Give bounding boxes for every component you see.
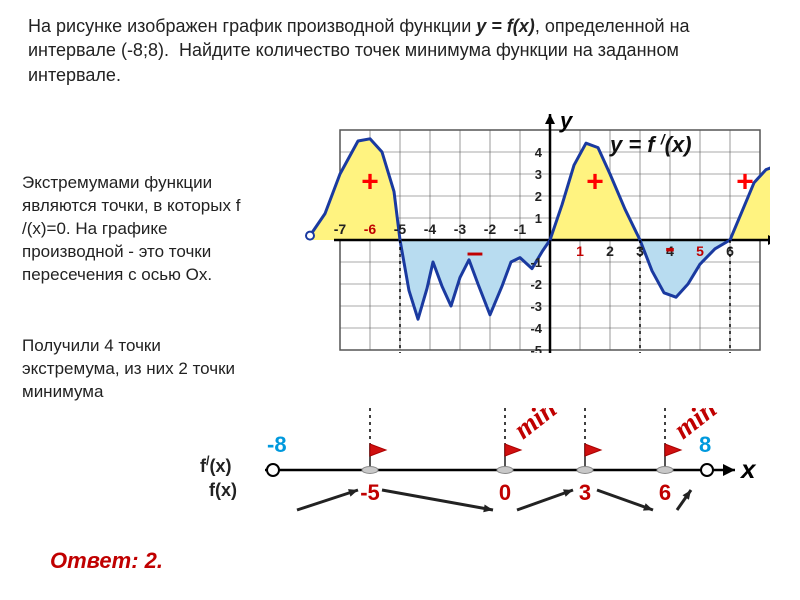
svg-text:-5: -5 xyxy=(394,221,407,237)
svg-text:5: 5 xyxy=(696,243,704,259)
svg-text:3: 3 xyxy=(535,167,542,182)
explanation-2: Получили 4 точки экстремума, из них 2 то… xyxy=(22,335,252,404)
svg-text:1: 1 xyxy=(576,243,584,259)
svg-text:x: x xyxy=(739,454,757,484)
svg-text:+: + xyxy=(736,166,754,199)
svg-text:-5: -5 xyxy=(530,343,542,353)
svg-text:-6: -6 xyxy=(364,221,377,237)
svg-text:-1: -1 xyxy=(530,255,542,270)
fprime-label: f/(x) xyxy=(200,454,232,477)
svg-text:min: min xyxy=(668,408,723,446)
svg-text:4: 4 xyxy=(535,145,543,160)
svg-text:-5: -5 xyxy=(360,480,380,505)
svg-text:–: – xyxy=(467,236,484,269)
svg-text:-2: -2 xyxy=(530,277,542,292)
problem-statement: На рисунке изображен график производной … xyxy=(28,14,772,87)
svg-text:-8: -8 xyxy=(267,432,287,457)
svg-text:8: 8 xyxy=(699,432,711,457)
svg-text:3: 3 xyxy=(579,480,591,505)
fx-label: f(x) xyxy=(209,480,237,501)
svg-text:-4: -4 xyxy=(424,221,437,237)
svg-text:-3: -3 xyxy=(454,221,467,237)
svg-text:-4: -4 xyxy=(530,321,542,336)
svg-text:6: 6 xyxy=(659,480,671,505)
svg-text:-7: -7 xyxy=(334,221,347,237)
svg-text:y = f /(x): y = f /(x) xyxy=(609,131,692,157)
svg-text:-2: -2 xyxy=(484,221,497,237)
derivative-chart: -7-6-5-4-3-2-1123456-5-4-3-2-11234xyy = … xyxy=(270,108,770,353)
svg-text:y: y xyxy=(559,108,574,133)
svg-text:+: + xyxy=(361,166,379,199)
explanation-1: Экстремумами функции являются точки, в к… xyxy=(22,172,252,287)
number-line: f/(x) f(x) -8 8 x -5 0 3 6 min min xyxy=(165,408,775,538)
svg-text:-3: -3 xyxy=(530,299,542,314)
svg-text:-: - xyxy=(665,232,675,265)
svg-text:1: 1 xyxy=(535,211,542,226)
svg-text:-1: -1 xyxy=(514,221,527,237)
svg-text:+: + xyxy=(586,166,604,199)
svg-text:2: 2 xyxy=(535,189,542,204)
svg-text:0: 0 xyxy=(499,480,511,505)
svg-text:min: min xyxy=(508,408,563,446)
svg-text:2: 2 xyxy=(606,243,614,259)
answer-text: Ответ: 2. xyxy=(50,548,163,574)
